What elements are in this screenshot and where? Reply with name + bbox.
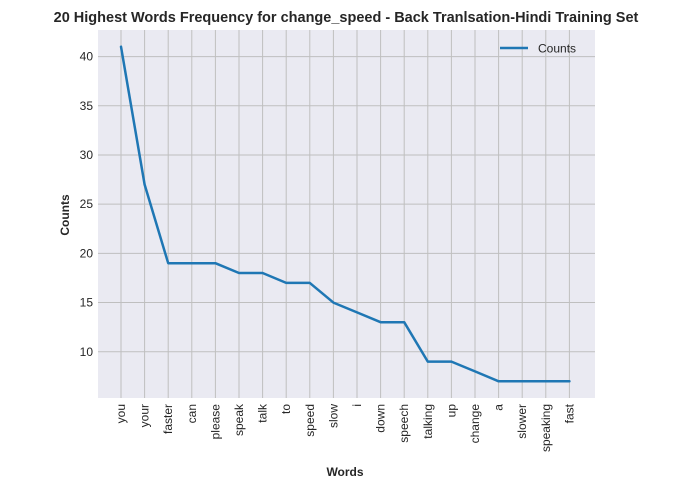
x-axis-label: Words <box>326 465 363 479</box>
y-axis-label: Counts <box>58 194 72 236</box>
x-tick-label: speaking <box>539 404 553 452</box>
x-tick-label: to <box>279 404 293 414</box>
x-tick-label: faster <box>161 404 175 434</box>
y-tick-label: 10 <box>80 345 94 359</box>
x-tick-label: change <box>468 404 482 444</box>
y-tick-label: 30 <box>80 148 94 162</box>
x-tick-label: speak <box>232 403 246 436</box>
series-line-counts <box>119 45 571 383</box>
x-tick-label: slow <box>326 404 340 428</box>
y-tick-label: 15 <box>80 296 94 310</box>
x-tick-label: up <box>444 404 458 418</box>
x-tick-label: talk <box>256 403 270 423</box>
x-tick-label: a <box>492 404 506 411</box>
y-tick-label: 40 <box>80 50 94 64</box>
legend-label-counts: Counts <box>538 42 576 56</box>
x-tick-label: you <box>114 404 128 423</box>
x-tick-label: please <box>208 404 222 440</box>
x-tick-label: slower <box>515 404 529 439</box>
y-tick-label: 35 <box>80 99 94 113</box>
x-tick-label: can <box>185 404 199 423</box>
grid-lines <box>98 30 595 398</box>
plot-area <box>98 30 595 398</box>
x-tick-label: talking <box>421 404 435 439</box>
x-tick-label: your <box>138 404 152 427</box>
x-tick-label: fast <box>562 403 576 423</box>
x-axis-ticks: you your faster can please speak talk to speed sl… <box>114 403 576 452</box>
x-tick-label: speech <box>397 404 411 443</box>
x-tick-label: down <box>374 404 388 433</box>
legend: Counts <box>500 42 576 56</box>
y-tick-label: 20 <box>80 246 94 260</box>
x-tick-label: speed <box>303 404 317 437</box>
chart-title: 20 Highest Words Frequency for change_sp… <box>54 10 639 26</box>
y-tick-label: 25 <box>80 197 94 211</box>
x-tick-label: i <box>350 404 364 407</box>
y-axis-ticks: 10 15 20 25 30 35 40 <box>80 50 94 359</box>
